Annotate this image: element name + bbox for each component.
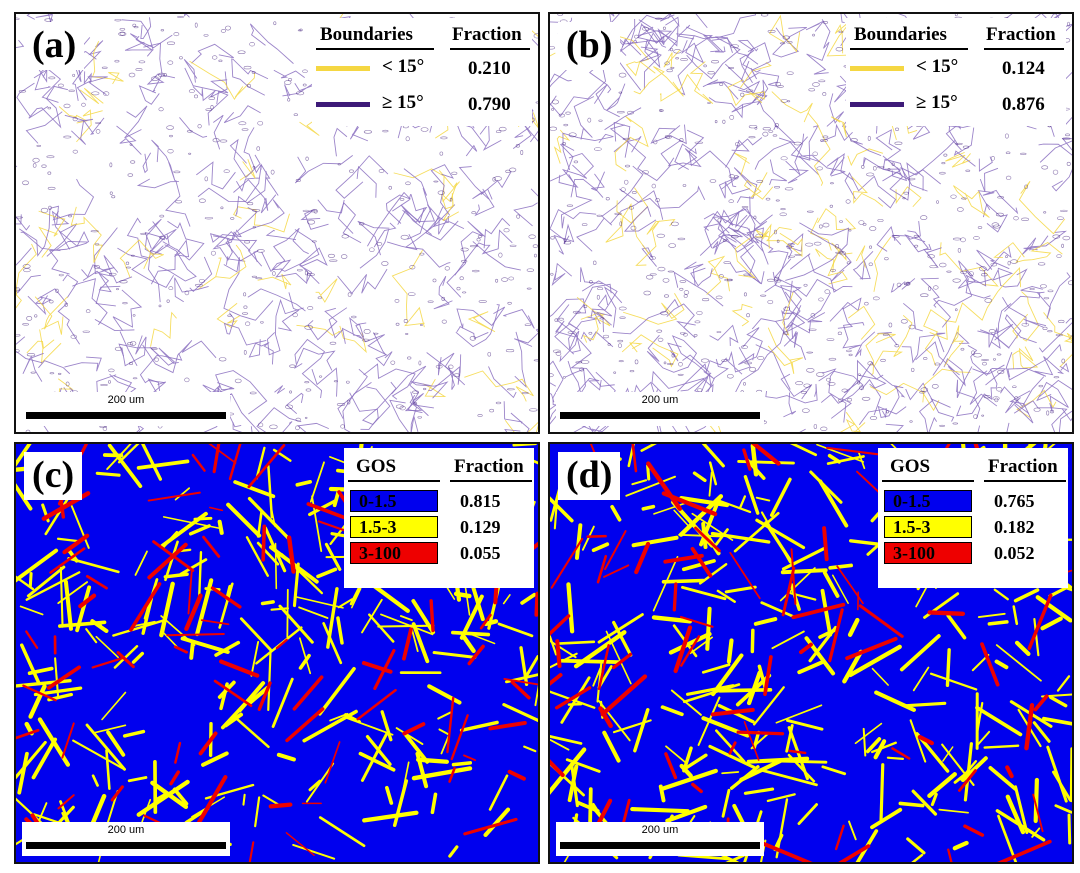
panel-c-label: (c) bbox=[24, 452, 83, 500]
legend-header-gos: GOS bbox=[356, 456, 397, 477]
gos-mid-swatch: 1.5-3 bbox=[350, 516, 438, 538]
legend-underline bbox=[348, 480, 440, 482]
gos-low-swatch: 0-1.5 bbox=[350, 490, 438, 512]
high-angle-fraction: 0.876 bbox=[1002, 94, 1045, 115]
scale-bar-b: 200 um bbox=[556, 392, 764, 426]
panel-a-boundary-map: (a) Boundaries Fraction < 15° 0.210 ≥ 15… bbox=[14, 12, 540, 434]
panel-d-label: (d) bbox=[558, 452, 621, 500]
legend-header-boundaries: Boundaries bbox=[320, 24, 413, 45]
gos-high-fraction: 0.055 bbox=[460, 543, 501, 563]
gos-legend-d: GOS Fraction 0-1.5 0.765 1.5-3 0.182 3-1… bbox=[878, 448, 1068, 588]
scale-bar-line bbox=[560, 412, 760, 419]
gos-mid-fraction: 0.129 bbox=[460, 517, 501, 537]
low-angle-label: < 15° bbox=[382, 56, 425, 77]
scale-bar-a: 200 um bbox=[22, 392, 230, 426]
legend-header-boundaries: Boundaries bbox=[854, 24, 947, 45]
gos-high-fraction: 0.052 bbox=[994, 543, 1035, 563]
scale-bar-label: 200 um bbox=[107, 824, 145, 836]
scale-bar-label: 200 um bbox=[641, 394, 679, 406]
panel-d-gos-map: (d) GOS Fraction 0-1.5 0.765 1.5-3 0.182… bbox=[548, 442, 1074, 864]
gos-low-fraction: 0.815 bbox=[460, 491, 501, 511]
panel-a-label: (a) bbox=[24, 22, 85, 70]
gos-low-swatch: 0-1.5 bbox=[884, 490, 972, 512]
panel-b-label: (b) bbox=[558, 22, 621, 70]
legend-underline bbox=[850, 48, 968, 50]
low-angle-label: < 15° bbox=[916, 56, 959, 77]
scale-bar-label: 200 um bbox=[641, 824, 679, 836]
gos-low-label: 0-1.5 bbox=[893, 491, 931, 511]
legend-header-fraction: Fraction bbox=[986, 24, 1056, 45]
scale-bar-d: 200 um bbox=[556, 822, 764, 856]
legend-underline bbox=[316, 48, 434, 50]
high-angle-swatch bbox=[316, 102, 370, 107]
low-angle-fraction: 0.124 bbox=[1002, 58, 1045, 79]
scale-bar-c: 200 um bbox=[22, 822, 230, 856]
scale-bar-line bbox=[26, 412, 226, 419]
legend-underline bbox=[450, 480, 532, 482]
scale-bar-line bbox=[560, 842, 760, 849]
low-angle-fraction: 0.210 bbox=[468, 58, 511, 79]
gos-mid-fraction: 0.182 bbox=[994, 517, 1035, 537]
panel-c-gos-map: (c) GOS Fraction 0-1.5 0.815 1.5-3 0.129… bbox=[14, 442, 540, 864]
legend-underline bbox=[984, 480, 1066, 482]
gos-mid-label: 1.5-3 bbox=[359, 517, 397, 537]
high-angle-fraction: 0.790 bbox=[468, 94, 511, 115]
legend-underline bbox=[984, 48, 1064, 50]
boundary-legend-b: Boundaries Fraction < 15° 0.124 ≥ 15° 0.… bbox=[846, 18, 1066, 126]
scale-bar-label: 200 um bbox=[107, 394, 145, 406]
gos-low-label: 0-1.5 bbox=[359, 491, 397, 511]
high-angle-swatch bbox=[850, 102, 904, 107]
legend-underline bbox=[450, 48, 530, 50]
scale-bar-line bbox=[26, 842, 226, 849]
low-angle-swatch bbox=[850, 66, 904, 71]
legend-underline bbox=[882, 480, 974, 482]
high-angle-label: ≥ 15° bbox=[916, 92, 958, 113]
gos-high-label: 3-100 bbox=[893, 543, 935, 563]
gos-legend-c: GOS Fraction 0-1.5 0.815 1.5-3 0.129 3-1… bbox=[344, 448, 534, 588]
gos-mid-swatch: 1.5-3 bbox=[884, 516, 972, 538]
legend-header-fraction: Fraction bbox=[454, 456, 524, 477]
gos-high-swatch: 3-100 bbox=[350, 542, 438, 564]
gos-mid-label: 1.5-3 bbox=[893, 517, 931, 537]
legend-header-fraction: Fraction bbox=[452, 24, 522, 45]
gos-high-swatch: 3-100 bbox=[884, 542, 972, 564]
gos-high-label: 3-100 bbox=[359, 543, 401, 563]
legend-header-gos: GOS bbox=[890, 456, 931, 477]
high-angle-label: ≥ 15° bbox=[382, 92, 424, 113]
legend-header-fraction: Fraction bbox=[988, 456, 1058, 477]
boundary-legend-a: Boundaries Fraction < 15° 0.210 ≥ 15° 0.… bbox=[312, 18, 532, 126]
panel-b-boundary-map: (b) Boundaries Fraction < 15° 0.124 ≥ 15… bbox=[548, 12, 1074, 434]
low-angle-swatch bbox=[316, 66, 370, 71]
gos-low-fraction: 0.765 bbox=[994, 491, 1035, 511]
